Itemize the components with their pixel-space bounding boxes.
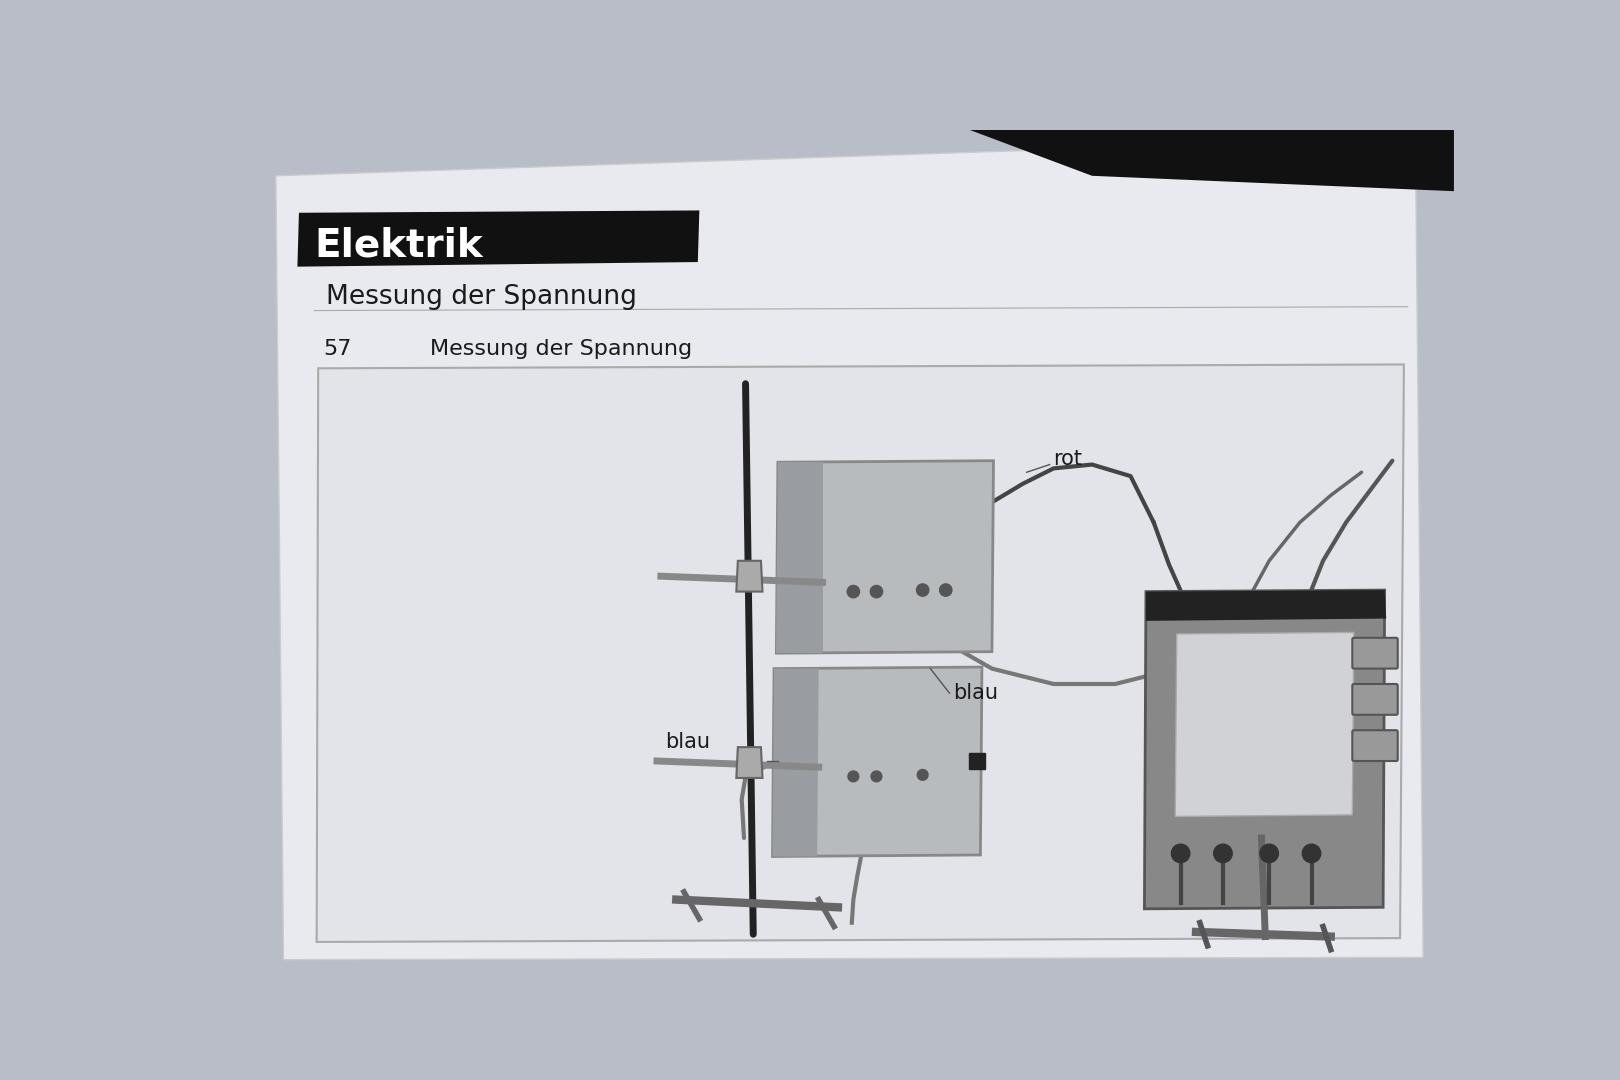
Text: blau: blau — [954, 684, 998, 703]
Circle shape — [847, 771, 859, 782]
Text: 57: 57 — [324, 339, 352, 359]
Circle shape — [872, 771, 881, 782]
FancyBboxPatch shape — [1353, 730, 1398, 761]
Polygon shape — [737, 561, 763, 592]
FancyBboxPatch shape — [1353, 638, 1398, 669]
Text: Messung der Spannung: Messung der Spannung — [429, 339, 692, 359]
Polygon shape — [1174, 633, 1354, 816]
Circle shape — [917, 769, 928, 780]
Polygon shape — [298, 211, 700, 267]
Text: Messung der Spannung: Messung der Spannung — [326, 284, 637, 310]
Polygon shape — [275, 137, 1422, 960]
Circle shape — [917, 584, 928, 596]
Polygon shape — [1144, 590, 1385, 909]
Polygon shape — [969, 130, 1455, 191]
Polygon shape — [737, 747, 763, 778]
Circle shape — [1260, 845, 1278, 863]
Polygon shape — [776, 462, 823, 653]
Polygon shape — [316, 364, 1405, 942]
Circle shape — [1213, 845, 1233, 863]
Polygon shape — [776, 461, 993, 653]
Text: Elektrik: Elektrik — [314, 226, 483, 265]
Polygon shape — [1145, 590, 1387, 621]
Text: blau: blau — [664, 732, 710, 752]
Circle shape — [847, 585, 860, 597]
Polygon shape — [773, 669, 818, 856]
Circle shape — [870, 585, 883, 597]
Text: rot: rot — [1053, 449, 1082, 469]
Circle shape — [1302, 845, 1320, 863]
Circle shape — [940, 584, 953, 596]
Polygon shape — [773, 667, 982, 856]
Circle shape — [1171, 845, 1189, 863]
FancyBboxPatch shape — [1353, 684, 1398, 715]
